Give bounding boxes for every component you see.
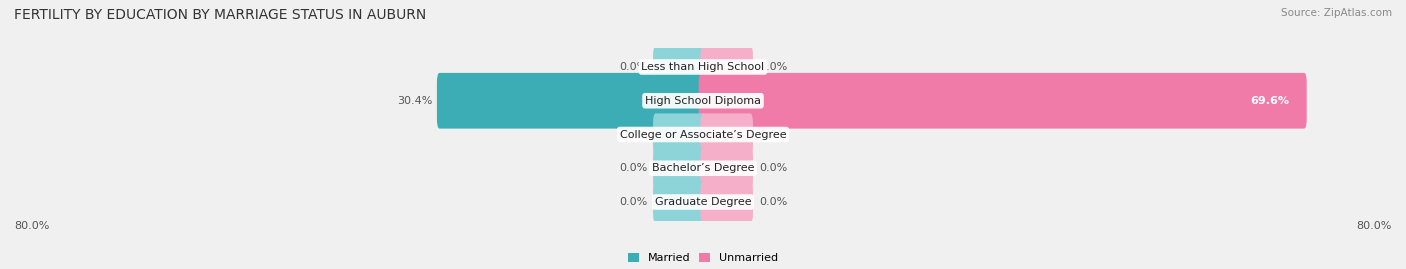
Text: College or Associate’s Degree: College or Associate’s Degree — [620, 129, 786, 140]
FancyBboxPatch shape — [700, 147, 754, 189]
Text: High School Diploma: High School Diploma — [645, 96, 761, 106]
Text: 0.0%: 0.0% — [619, 163, 647, 173]
Text: FERTILITY BY EDUCATION BY MARRIAGE STATUS IN AUBURN: FERTILITY BY EDUCATION BY MARRIAGE STATU… — [14, 8, 426, 22]
FancyBboxPatch shape — [699, 73, 1306, 129]
FancyBboxPatch shape — [652, 114, 706, 155]
FancyBboxPatch shape — [437, 73, 707, 129]
FancyBboxPatch shape — [0, 50, 1406, 219]
Text: 0.0%: 0.0% — [759, 163, 787, 173]
FancyBboxPatch shape — [700, 181, 754, 223]
FancyBboxPatch shape — [0, 118, 1406, 269]
FancyBboxPatch shape — [0, 0, 1406, 151]
Text: 0.0%: 0.0% — [759, 197, 787, 207]
FancyBboxPatch shape — [700, 114, 754, 155]
FancyBboxPatch shape — [652, 147, 706, 189]
Text: 30.4%: 30.4% — [398, 96, 433, 106]
FancyBboxPatch shape — [0, 16, 1406, 185]
Text: Bachelor’s Degree: Bachelor’s Degree — [652, 163, 754, 173]
FancyBboxPatch shape — [0, 84, 1406, 253]
FancyBboxPatch shape — [652, 181, 706, 223]
FancyBboxPatch shape — [652, 46, 706, 88]
Text: 0.0%: 0.0% — [619, 62, 647, 72]
Text: 80.0%: 80.0% — [1357, 221, 1392, 231]
Legend: Married, Unmarried: Married, Unmarried — [627, 253, 779, 263]
Text: 0.0%: 0.0% — [759, 62, 787, 72]
Text: Source: ZipAtlas.com: Source: ZipAtlas.com — [1281, 8, 1392, 18]
Text: 0.0%: 0.0% — [619, 197, 647, 207]
Text: Less than High School: Less than High School — [641, 62, 765, 72]
FancyBboxPatch shape — [700, 46, 754, 88]
Text: 69.6%: 69.6% — [1250, 96, 1289, 106]
Text: 80.0%: 80.0% — [14, 221, 49, 231]
Text: 0.0%: 0.0% — [619, 129, 647, 140]
Text: 0.0%: 0.0% — [759, 129, 787, 140]
Text: Graduate Degree: Graduate Degree — [655, 197, 751, 207]
